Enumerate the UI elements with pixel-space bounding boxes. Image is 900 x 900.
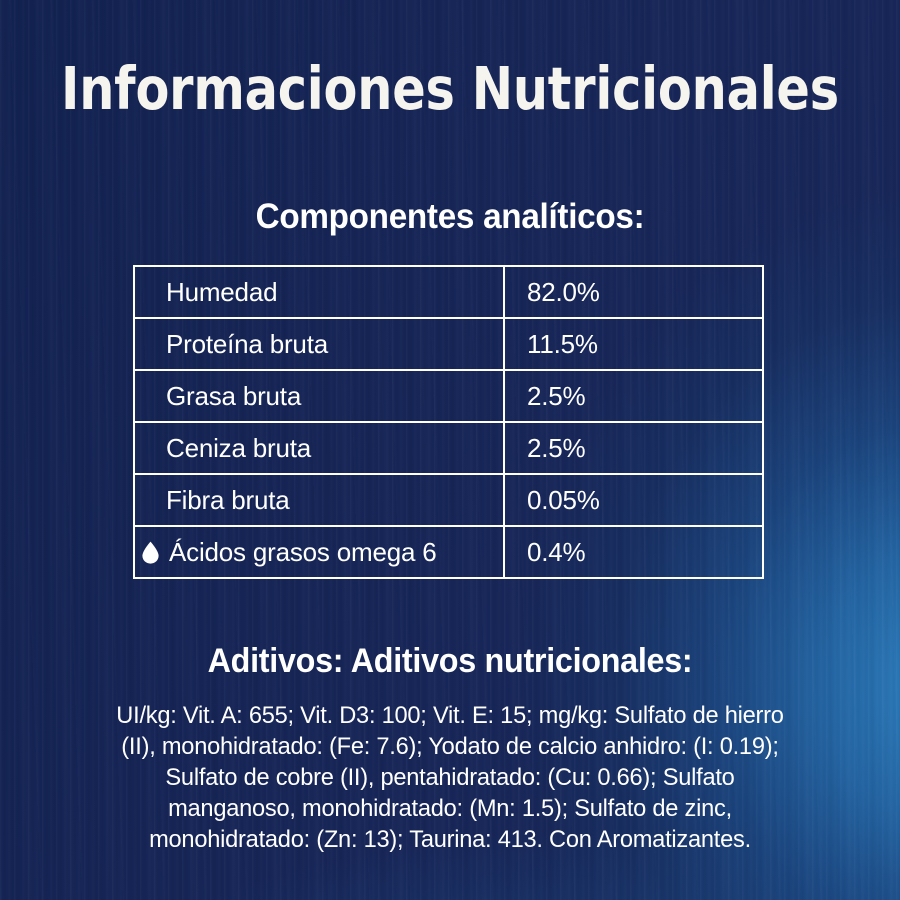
- additives-paragraph: UI/kg: Vit. A: 655; Vit. D3: 100; Vit. E…: [0, 700, 900, 855]
- additives-text-line: (II), monohidratado: (Fe: 7.6); Yodato d…: [121, 733, 779, 760]
- nutrient-label-cell: Fibra bruta: [133, 473, 505, 527]
- table-row: Grasa bruta 2.5%: [133, 369, 764, 423]
- nutrient-value-cell: 2.5%: [503, 369, 764, 423]
- nutrient-value-cell: 11.5%: [503, 317, 764, 371]
- nutrient-label-wrap: Humedad: [166, 277, 495, 307]
- nutrient-label-wrap: Proteína bruta: [166, 329, 495, 359]
- nutrient-label-cell: Ceniza bruta: [133, 421, 505, 475]
- nutrient-label: Proteína bruta: [166, 329, 328, 359]
- nutrient-label: Ceniza bruta: [166, 433, 312, 463]
- nutrient-label-cell: Ácidos grasos omega 6: [133, 525, 505, 579]
- nutrient-label: Grasa bruta: [166, 381, 302, 411]
- table-row: Proteína bruta 11.5%: [133, 317, 764, 371]
- additives-heading: Aditivos: Aditivos nutricionales:: [207, 642, 693, 680]
- nutrient-label: Fibra bruta: [166, 485, 290, 515]
- nutrient-label-cell: Grasa bruta: [133, 369, 505, 423]
- nutrient-label-wrap: Ceniza bruta: [166, 433, 495, 463]
- nutrient-value-cell: 2.5%: [503, 421, 764, 475]
- nutrient-label-wrap: Ácidos grasos omega 6: [142, 537, 495, 567]
- additives-text-line: Sulfato de cobre (II), pentahidratado: (…: [165, 764, 735, 791]
- nutrient-label-cell: Humedad: [133, 265, 505, 319]
- table-row: Ácidos grasos omega 6 0.4%: [133, 525, 764, 579]
- nutrient-value-cell: 0.4%: [503, 525, 764, 579]
- table-row: Humedad 82.0%: [133, 265, 764, 319]
- nutrient-value: 0.05%: [527, 485, 600, 515]
- additives-text-line: manganoso, monohidratado: (Mn: 1.5); Sul…: [168, 795, 732, 822]
- additives-text-line: UI/kg: Vit. A: 655; Vit. D3: 100; Vit. E…: [116, 702, 784, 729]
- nutrient-value: 0.4%: [527, 537, 586, 567]
- nutrition-table: Humedad 82.0% Proteína bruta 11.5% Grasa bru…: [133, 265, 764, 579]
- table-row: Ceniza bruta 2.5%: [133, 421, 764, 475]
- table-row: Fibra bruta 0.05%: [133, 473, 764, 527]
- nutrient-label-wrap: Fibra bruta: [166, 485, 495, 515]
- nutrient-value-cell: 82.0%: [503, 265, 764, 319]
- water-drop-icon: [142, 541, 159, 564]
- nutrition-table-body: Humedad 82.0% Proteína bruta 11.5% Grasa bru…: [133, 265, 764, 579]
- nutrient-value: 2.5%: [527, 433, 586, 463]
- nutrient-label: Humedad: [166, 277, 278, 307]
- nutrient-label: Ácidos grasos omega 6: [169, 537, 437, 567]
- nutrient-value: 2.5%: [527, 381, 586, 411]
- nutrient-value-cell: 0.05%: [503, 473, 764, 527]
- nutrient-label-wrap: Grasa bruta: [166, 381, 495, 411]
- components-heading: Componentes analíticos:: [255, 197, 645, 236]
- nutrient-value: 82.0%: [527, 277, 600, 307]
- nutrient-value: 11.5%: [527, 329, 598, 359]
- additives-text-line: monohidratado: (Zn: 13); Taurina: 413. C…: [149, 826, 751, 853]
- page-title: Informaciones Nutricionales: [61, 54, 839, 123]
- nutrient-label-cell: Proteína bruta: [133, 317, 505, 371]
